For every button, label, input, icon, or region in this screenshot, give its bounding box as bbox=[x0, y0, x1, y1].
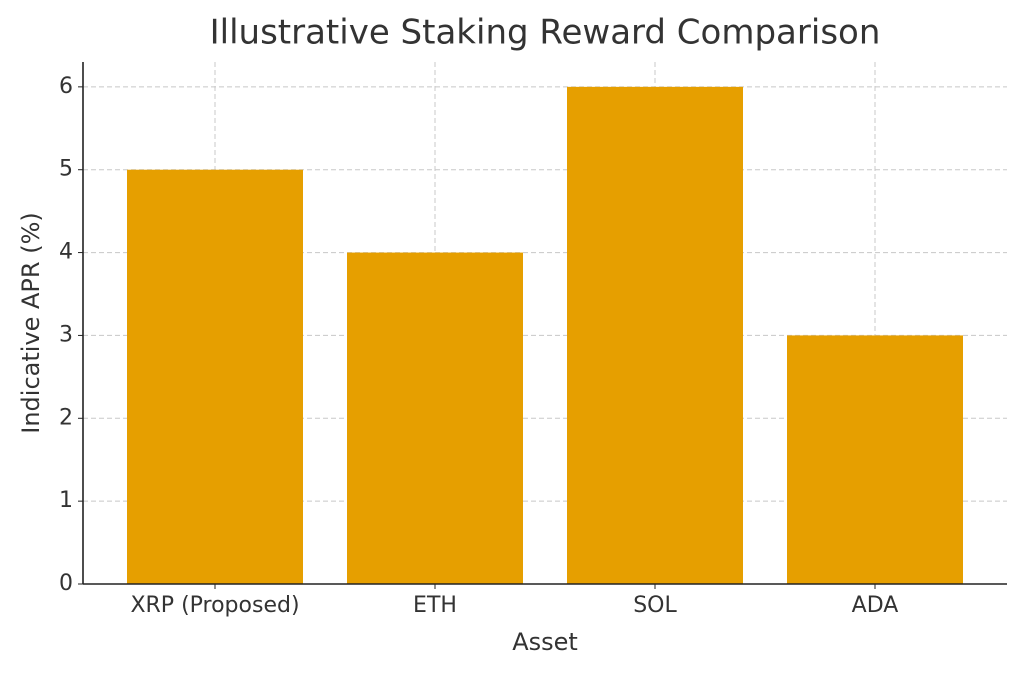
x-axis-label: Asset bbox=[512, 628, 578, 656]
y-axis-label: Indicative APR (%) bbox=[17, 212, 45, 434]
bars bbox=[127, 86, 963, 585]
bar bbox=[567, 86, 743, 584]
y-tick-label: 4 bbox=[59, 240, 73, 265]
y-tick-label: 0 bbox=[59, 571, 73, 596]
bar bbox=[127, 169, 303, 584]
x-tick-label: SOL bbox=[633, 593, 677, 618]
tick-labels: 0 1 2 3 4 5 6 XRP (Proposed) ETH SOL ADA bbox=[59, 74, 898, 618]
chart-title: Illustrative Staking Reward Comparison bbox=[210, 13, 881, 53]
y-tick-label: 5 bbox=[59, 157, 73, 182]
y-tick-label: 6 bbox=[59, 74, 73, 99]
bar bbox=[787, 335, 963, 584]
y-tick-label: 2 bbox=[59, 405, 73, 430]
x-tick-label: XRP (Proposed) bbox=[130, 593, 299, 618]
x-tick-label: ETH bbox=[413, 593, 457, 618]
y-tick-label: 1 bbox=[59, 488, 73, 513]
bar bbox=[347, 252, 523, 585]
y-tick-label: 3 bbox=[59, 322, 73, 347]
x-tick-label: ADA bbox=[852, 593, 899, 618]
